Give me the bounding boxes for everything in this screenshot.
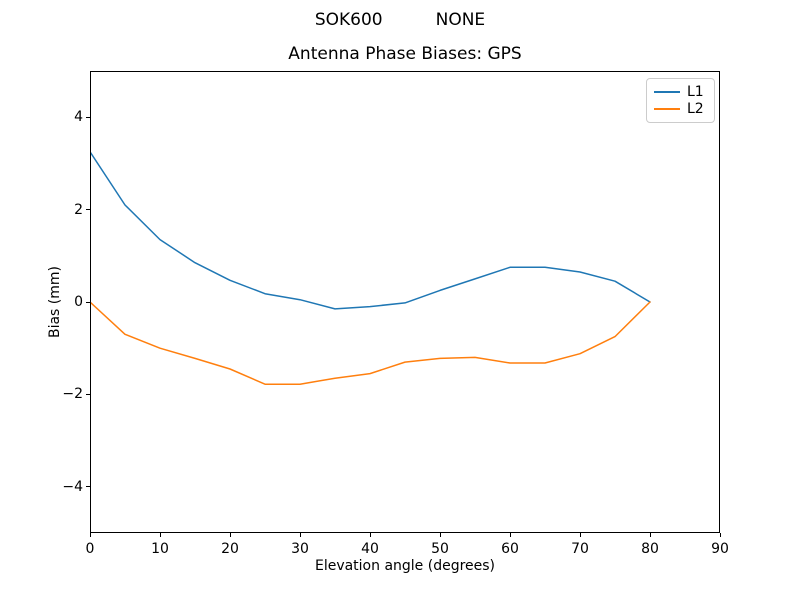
x-tick-mark <box>509 533 511 537</box>
axes-spines <box>90 71 720 533</box>
legend-entry-l2: L2 <box>654 102 707 116</box>
y-tick-mark <box>86 116 90 118</box>
x-tick-label: 40 <box>361 541 379 557</box>
legend: L1 L2 <box>646 78 715 123</box>
x-tick-mark <box>579 533 581 537</box>
x-tick-mark <box>439 533 441 537</box>
x-tick-mark <box>229 533 231 537</box>
suptitle-antenna: NONE <box>435 10 486 30</box>
legend-line-sample <box>654 90 680 93</box>
x-tick-label: 50 <box>431 541 449 557</box>
x-tick-label: 70 <box>571 541 589 557</box>
legend-entry-l1: L1 <box>654 85 707 99</box>
x-tick-mark <box>159 533 161 537</box>
x-tick-label: 20 <box>221 541 239 557</box>
y-tick-label: −4 <box>62 478 83 495</box>
y-tick-mark <box>86 301 90 303</box>
y-tick-label: −2 <box>62 386 83 403</box>
y-tick-mark <box>86 486 90 488</box>
series-l2-line <box>90 301 651 385</box>
series-l1-line <box>90 151 651 310</box>
y-tick-mark <box>86 209 90 211</box>
x-tick-mark <box>299 533 301 537</box>
plot-area: L1 L2 <box>90 71 720 533</box>
x-tick-label: 10 <box>151 541 169 557</box>
x-tick-mark <box>89 533 91 537</box>
y-tick-mark <box>86 393 90 395</box>
legend-line-sample <box>654 108 680 111</box>
x-tick-mark <box>719 533 721 537</box>
line-chart-canvas <box>90 71 720 533</box>
y-tick-label: 0 <box>74 294 83 310</box>
y-tick-label: 4 <box>74 109 83 126</box>
x-tick-label: 90 <box>711 541 729 557</box>
x-tick-mark <box>369 533 371 537</box>
x-tick-label: 80 <box>641 541 659 557</box>
x-tick-mark <box>649 533 651 537</box>
x-tick-label: 60 <box>501 541 519 557</box>
x-tick-label: 0 <box>85 541 95 557</box>
figure-suptitle: SOK600 NONE <box>0 10 800 30</box>
legend-label: L2 <box>687 101 704 118</box>
suptitle-station: SOK600 <box>314 10 383 30</box>
legend-label: L1 <box>687 83 704 100</box>
x-axis-label: Elevation angle (degrees) <box>314 558 496 574</box>
x-tick-label: 30 <box>291 541 309 557</box>
y-tick-label: 2 <box>74 201 83 218</box>
chart-title: Antenna Phase Biases: GPS <box>288 44 522 64</box>
